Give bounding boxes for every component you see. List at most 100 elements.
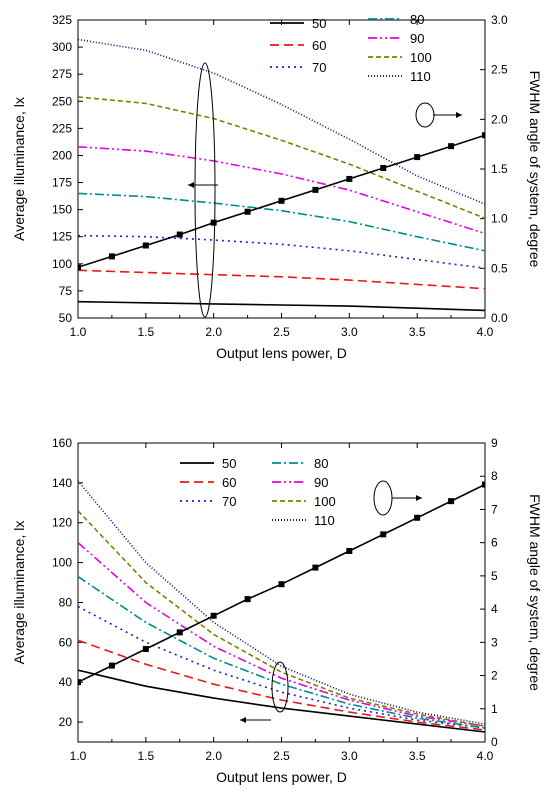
data-point-marker <box>278 197 285 204</box>
data-point-marker <box>108 662 115 669</box>
data-point-marker <box>312 186 319 193</box>
annotation-ellipse <box>194 62 216 318</box>
series-line-70 <box>78 234 485 269</box>
annotation-arrow-head <box>456 112 462 118</box>
y2-tick-label: 2 <box>491 669 498 683</box>
annotation-ellipse <box>415 102 435 128</box>
legend-label-60: 60 <box>222 475 236 490</box>
legend-label-110: 110 <box>314 513 335 528</box>
annotation-arrow-head <box>416 495 422 501</box>
series-line-60 <box>78 639 485 731</box>
data-point-marker <box>78 679 81 686</box>
data-point-marker <box>78 264 81 271</box>
annotation-arrow-head <box>188 182 194 188</box>
y2-tick-label: 3.0 <box>491 13 508 27</box>
series-group <box>78 480 485 733</box>
y2-tick-label: 0.5 <box>491 261 508 275</box>
x-tick-label: 1.5 <box>137 749 154 763</box>
data-point-marker <box>244 208 251 215</box>
y-tick-label: 300 <box>52 40 72 54</box>
x-tick-label: 3.5 <box>409 325 426 339</box>
data-point-marker <box>448 143 455 150</box>
data-point-marker <box>482 481 485 488</box>
x-tick-label: 2.5 <box>273 325 290 339</box>
x-tick-label: 4.0 <box>477 325 494 339</box>
y-axis-label: Average illuminance, lx <box>11 97 27 241</box>
y2-tick-label: 7 <box>491 502 498 516</box>
y2-tick-label: 4 <box>491 602 498 616</box>
y-tick-label: 160 <box>52 436 72 450</box>
data-point-marker <box>142 242 149 249</box>
data-point-marker <box>448 498 455 505</box>
x-tick-label: 3.5 <box>409 749 426 763</box>
annotation-arrow-head <box>240 717 246 723</box>
y-tick-label: 100 <box>52 556 72 570</box>
series-line-50 <box>78 300 485 312</box>
y2-axis-label: FWHM angle of system, degree <box>527 71 543 268</box>
y-tick-label: 225 <box>52 121 72 135</box>
series-line-80 <box>78 575 485 729</box>
data-point-marker <box>380 531 387 538</box>
y-tick-label: 250 <box>52 94 72 108</box>
y-tick-label: 150 <box>52 203 72 217</box>
y2-tick-label: 5 <box>491 569 498 583</box>
legend-label-110: 110 <box>410 69 431 84</box>
x-tick-label: 2.5 <box>273 749 290 763</box>
y-tick-label: 140 <box>52 476 72 490</box>
x-tick-label: 4.0 <box>477 749 494 763</box>
y-tick-label: 50 <box>59 311 73 325</box>
series-line-80 <box>78 192 485 252</box>
series-group <box>78 38 485 312</box>
data-point-marker <box>346 175 353 182</box>
y2-tick-label: 1.5 <box>491 162 508 176</box>
data-point-marker <box>210 219 217 226</box>
data-point-marker <box>278 581 285 588</box>
legend-label-70: 70 <box>222 494 236 509</box>
y-tick-label: 75 <box>59 284 73 298</box>
series-line-60 <box>78 269 485 290</box>
y2-tick-label: 0 <box>491 735 498 749</box>
y-tick-label: 175 <box>52 176 72 190</box>
legend-label-50: 50 <box>312 16 326 31</box>
data-point-marker <box>312 564 319 571</box>
data-point-marker <box>244 596 251 603</box>
data-point-marker <box>414 514 421 521</box>
data-point-marker <box>176 231 183 238</box>
y-tick-label: 125 <box>52 230 72 244</box>
data-point-marker <box>210 612 217 619</box>
data-point-marker <box>380 165 387 172</box>
y-tick-label: 120 <box>52 516 72 530</box>
legend-label-90: 90 <box>314 475 328 490</box>
x-tick-label: 1.0 <box>70 749 87 763</box>
chart-1: 1.0 1.5 2.0 2.5 3.0 3.5 4.0 50 75 100 125 150 175 200… <box>11 12 543 361</box>
y2-tick-label: 3 <box>491 635 498 649</box>
legend-label-100: 100 <box>314 494 336 509</box>
data-point-marker <box>176 629 183 636</box>
annotation-ellipse <box>271 661 289 713</box>
y2-tick-label: 8 <box>491 469 498 483</box>
legend-label-80: 80 <box>314 456 328 471</box>
y-tick-label: 20 <box>59 715 73 729</box>
x-tick-label: 3.0 <box>341 749 358 763</box>
series-line-50 <box>78 669 485 733</box>
annotation-ellipse <box>373 480 393 516</box>
series-line-90 <box>78 542 485 727</box>
legend-label-60: 60 <box>312 38 326 53</box>
legend-label-70: 70 <box>312 60 326 75</box>
y2-tick-label: 2.5 <box>491 63 508 77</box>
y2-axis-label: FWHM angle of system, degree <box>527 494 543 691</box>
series-line-100 <box>78 96 485 220</box>
legend-label-50: 50 <box>222 456 236 471</box>
data-point-marker <box>482 132 485 139</box>
x-tick-label: 1.0 <box>70 325 87 339</box>
chart-2: 1.0 1.5 2.0 2.5 3.0 3.5 4.02040608010012014016… <box>11 436 543 785</box>
series-line-70 <box>78 605 485 729</box>
y2-tick-label: 1.0 <box>491 212 508 226</box>
y-tick-label: 60 <box>59 635 73 649</box>
y-tick-label: 275 <box>52 67 72 81</box>
x-tick-label: 2.0 <box>205 325 222 339</box>
y-tick-label: 200 <box>52 148 72 162</box>
data-point-marker <box>414 154 421 161</box>
y-tick-label: 80 <box>59 595 73 609</box>
data-point-marker <box>346 547 353 554</box>
